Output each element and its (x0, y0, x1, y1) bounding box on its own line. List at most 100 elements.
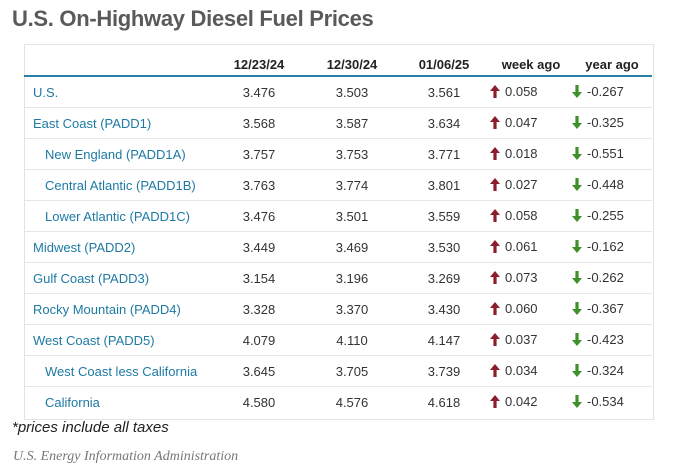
arrow-down-icon (572, 301, 582, 315)
arrow-down-icon (572, 146, 582, 160)
year-ago-change-value: -0.448 (587, 176, 624, 192)
week-ago-change-wrap: 0.047 (490, 115, 538, 130)
price-01-06-25: 3.430 (398, 293, 490, 325)
year-ago-change-wrap: -0.448 (572, 177, 624, 192)
table-row: Midwest (PADD2) 3.449 3.469 3.530 0.061 -0.16… (24, 231, 652, 263)
year-ago-change-value: -0.551 (587, 145, 624, 161)
week-ago-change: 0.027 (490, 169, 572, 201)
year-ago-change: -0.162 (572, 231, 652, 263)
year-ago-change-value: -0.325 (587, 114, 624, 130)
year-ago-change-value: -0.324 (587, 362, 624, 378)
region-name: California (45, 394, 100, 410)
arrow-up-icon (490, 208, 500, 222)
column-header-week-ago: week ago (490, 54, 572, 77)
week-ago-change-wrap: 0.060 (490, 301, 538, 316)
price-01-06-25: 4.147 (398, 324, 490, 356)
price-12-23-24: 3.476 (212, 76, 306, 108)
week-ago-change-value: 0.060 (505, 300, 538, 316)
table-row: East Coast (PADD1) 3.568 3.587 3.634 0.047 -0… (24, 107, 652, 139)
week-ago-change-wrap: 0.061 (490, 239, 538, 254)
price-01-06-25: 3.801 (398, 169, 490, 201)
column-header-region (24, 54, 212, 77)
table-row: West Coast (PADD5) 4.079 4.110 4.147 0.037 -0… (24, 324, 652, 356)
price-12-30-24: 3.753 (306, 138, 398, 170)
price-12-23-24: 4.079 (212, 324, 306, 356)
year-ago-change-wrap: -0.162 (572, 239, 624, 254)
week-ago-change-value: 0.018 (505, 145, 538, 161)
price-01-06-25: 3.739 (398, 355, 490, 387)
arrow-down-icon (572, 115, 582, 129)
column-header-date-2: 12/30/24 (306, 54, 398, 77)
price-12-23-24: 3.568 (212, 107, 306, 139)
price-12-23-24: 3.476 (212, 200, 306, 232)
arrow-down-icon (572, 239, 582, 253)
week-ago-change: 0.018 (490, 138, 572, 170)
week-ago-change: 0.061 (490, 231, 572, 263)
year-ago-change: -0.325 (572, 107, 652, 139)
week-ago-change-wrap: 0.058 (490, 84, 538, 99)
week-ago-change-wrap: 0.034 (490, 363, 538, 378)
price-12-30-24: 3.501 (306, 200, 398, 232)
region-name: Gulf Coast (PADD3) (24, 262, 212, 294)
price-01-06-25: 4.618 (427, 394, 461, 410)
year-ago-change: -0.423 (572, 324, 652, 356)
arrow-down-icon (572, 177, 582, 191)
week-ago-change-wrap: 0.058 (490, 208, 538, 223)
week-ago-change-value: 0.058 (505, 207, 538, 223)
year-ago-change: -0.367 (572, 293, 652, 325)
price-12-23-24: 3.763 (212, 169, 306, 201)
page-title: U.S. On-Highway Diesel Fuel Prices (12, 6, 374, 31)
price-12-23-24: 3.154 (212, 262, 306, 294)
source-credit: U.S. Energy Information Administration (13, 449, 239, 464)
column-header-date-3: 01/06/25 (398, 54, 490, 77)
year-ago-change-wrap: -0.267 (572, 84, 624, 99)
year-ago-change: -0.262 (572, 262, 652, 294)
price-12-30-24: 3.774 (306, 169, 398, 201)
week-ago-change-wrap: 0.042 (490, 394, 538, 409)
arrow-up-icon (490, 363, 500, 377)
arrow-down-icon (572, 394, 582, 408)
price-12-30-24: 3.587 (306, 107, 398, 139)
arrow-up-icon (490, 394, 500, 408)
week-ago-change-wrap: 0.027 (490, 177, 538, 192)
table-row: Lower Atlantic (PADD1C) 3.476 3.501 3.559 0.… (24, 200, 652, 232)
year-ago-change: -0.267 (572, 76, 652, 108)
year-ago-change-wrap: -0.534 (572, 394, 624, 409)
region-name: Midwest (PADD2) (24, 231, 212, 263)
footnote: *prices include all taxes (12, 419, 169, 436)
arrow-up-icon (490, 332, 500, 346)
year-ago-change-value: -0.534 (587, 393, 624, 409)
price-12-23-24: 3.645 (212, 355, 306, 387)
table-row: Gulf Coast (PADD3) 3.154 3.196 3.269 0.073 -0… (24, 262, 652, 294)
week-ago-change-value: 0.027 (505, 176, 538, 192)
year-ago-change: -0.534 (572, 387, 652, 418)
week-ago-change: 0.058 (490, 200, 572, 232)
arrow-up-icon (490, 270, 500, 284)
arrow-up-icon (490, 177, 500, 191)
year-ago-change-wrap: -0.551 (572, 146, 624, 161)
region-name: Lower Atlantic (PADD1C) (24, 200, 212, 232)
arrow-up-icon (490, 301, 500, 315)
region-name: U.S. (24, 76, 212, 108)
price-01-06-25: 3.530 (398, 231, 490, 263)
region-name: West Coast (PADD5) (24, 324, 212, 356)
table-row: West Coast less California 3.645 3.705 3.73… (24, 355, 652, 387)
week-ago-change: 0.060 (490, 293, 572, 325)
region-name: New England (PADD1A) (24, 138, 212, 170)
price-12-23-24: 3.328 (212, 293, 306, 325)
week-ago-change-value: 0.073 (505, 269, 538, 285)
price-01-06-25: 3.269 (398, 262, 490, 294)
year-ago-change-value: -0.262 (587, 269, 624, 285)
price-01-06-25: 3.561 (398, 76, 490, 108)
price-12-30-24: 3.370 (306, 293, 398, 325)
arrow-up-icon (490, 84, 500, 98)
week-ago-change: 0.034 (490, 355, 572, 387)
week-ago-change: 0.042 (490, 387, 572, 418)
year-ago-change: -0.255 (572, 200, 652, 232)
table-header-row: 12/23/24 12/30/24 01/06/25 week ago year… (24, 54, 652, 77)
arrow-down-icon (572, 84, 582, 98)
table-row: U.S. 3.476 3.503 3.561 0.058 -0.267 (24, 76, 652, 108)
year-ago-change-value: -0.162 (587, 238, 624, 254)
column-header-date-1: 12/23/24 (212, 54, 306, 77)
price-12-30-24: 4.576 (335, 394, 369, 410)
